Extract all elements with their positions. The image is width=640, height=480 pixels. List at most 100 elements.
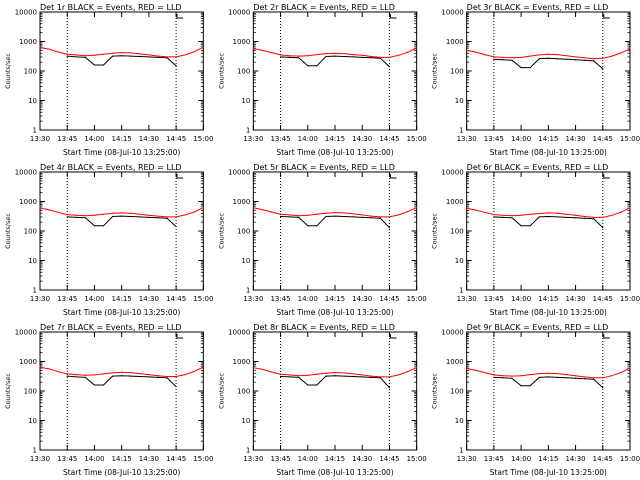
data-point-lld (416, 206, 418, 209)
data-point-lld (388, 376, 391, 378)
y-tick-label: 10 (241, 417, 250, 425)
data-point-lld (593, 377, 595, 379)
data-point-lld (511, 57, 513, 59)
data-point-lld (175, 216, 177, 218)
data-point-lld (252, 367, 254, 369)
data-point-lld (466, 367, 468, 370)
y-tick-label: 1000 (233, 38, 251, 46)
data-point-events (361, 216, 363, 218)
chart-title: Det 1r BLACK = Events, RED = LLD (40, 3, 182, 12)
data-point-lld (325, 212, 327, 214)
data-point-lld (556, 53, 559, 56)
data-point-events (316, 225, 318, 227)
data-point-events (370, 217, 372, 219)
data-point-lld (397, 374, 400, 376)
data-point-lld (148, 54, 150, 56)
data-point-lld (520, 375, 522, 377)
data-point-lld (202, 207, 204, 209)
data-point-events (334, 375, 336, 377)
data-point-lld (202, 46, 204, 48)
x-tick-label: 14:45 (593, 135, 613, 143)
data-point-lld (611, 55, 613, 57)
data-point-events (352, 216, 354, 218)
data-point-lld (175, 56, 177, 58)
data-point-events (148, 216, 150, 218)
data-point-events (529, 225, 531, 227)
data-point-events (511, 59, 513, 61)
series-line-events (280, 215, 390, 228)
data-point-events (547, 376, 549, 378)
y-axis-label: Counts/sec (217, 213, 225, 249)
series-line-events (493, 376, 604, 388)
x-tick-label: 14:45 (379, 295, 399, 303)
data-point-events (325, 375, 327, 377)
panel-8: Det 8r BLACK = Events, RED = LLD Counts/s… (217, 323, 426, 477)
y-tick-label: 10000 (228, 9, 250, 17)
data-point-lld (325, 52, 327, 55)
data-point-lld (148, 373, 150, 376)
y-tick-label: 1000 (446, 198, 464, 206)
x-tick-label: 13:30 (30, 135, 50, 143)
data-point-lld (316, 53, 318, 56)
data-point-lld (75, 214, 77, 216)
data-point-events (325, 55, 327, 58)
data-point-lld (379, 216, 381, 218)
data-point-lld (529, 55, 531, 57)
x-tick-label: 13:45 (270, 295, 290, 303)
data-point-events (593, 60, 595, 62)
data-point-lld (611, 375, 613, 377)
data-point-lld (602, 377, 604, 379)
x-tick-label: 14:45 (166, 455, 186, 463)
panel-5: Det 5r BLACK = Events, RED = LLD Counts/s… (217, 163, 426, 317)
x-tick-label: 13:30 (243, 455, 263, 463)
data-point-events (352, 56, 354, 58)
data-point-lld (493, 374, 495, 376)
data-point-lld (139, 372, 141, 375)
y-axis-label: Counts/sec (431, 213, 439, 249)
x-tick-label: 14:30 (139, 295, 159, 303)
panel-9: Det 9r BLACK = Events, RED = LLD Counts/s… (431, 323, 640, 477)
data-point-lld (388, 216, 391, 218)
x-tick-label: 14:45 (379, 455, 399, 463)
data-point-lld (584, 215, 586, 218)
y-tick-label: 10 (28, 97, 37, 105)
data-point-lld (611, 214, 613, 216)
data-point-events (584, 378, 586, 380)
data-point-lld (66, 373, 68, 375)
chart-title: Det 9r BLACK = Events, RED = LLD (467, 323, 609, 332)
data-point-lld (484, 372, 486, 374)
data-point-lld (370, 215, 372, 217)
data-point-events (121, 55, 123, 57)
y-tick-label: 10 (241, 257, 250, 265)
x-tick-label: 14:30 (139, 455, 159, 463)
data-point-lld (193, 370, 195, 373)
data-point-events (75, 376, 77, 378)
data-point-events (334, 215, 336, 217)
y-tick-label: 10000 (15, 9, 37, 17)
x-tick-label: 14:15 (112, 135, 132, 143)
data-point-events (602, 227, 604, 229)
x-tick-label: 15:00 (407, 295, 427, 303)
x-tick-label: 13:30 (457, 455, 477, 463)
x-tick-label: 14:30 (565, 135, 585, 143)
data-point-lld (565, 213, 568, 215)
data-point-events (130, 375, 132, 377)
data-point-lld (502, 56, 504, 58)
data-point-events (379, 217, 381, 219)
data-point-lld (629, 367, 631, 369)
x-tick-label: 13:30 (243, 295, 263, 303)
x-axis-label: Start Time (08-Jul-10 13:25:00) (490, 148, 607, 157)
y-tick-label: 1 (33, 127, 37, 135)
data-point-events (175, 226, 177, 228)
data-point-lld (57, 51, 59, 53)
data-point-events (511, 377, 513, 379)
data-point-lld (593, 216, 595, 218)
data-point-lld (157, 55, 159, 57)
data-point-lld (502, 375, 504, 377)
data-point-lld (84, 55, 86, 57)
data-point-lld (493, 213, 495, 216)
data-point-events (175, 386, 177, 388)
data-point-events (602, 68, 604, 70)
data-point-lld (102, 53, 105, 55)
